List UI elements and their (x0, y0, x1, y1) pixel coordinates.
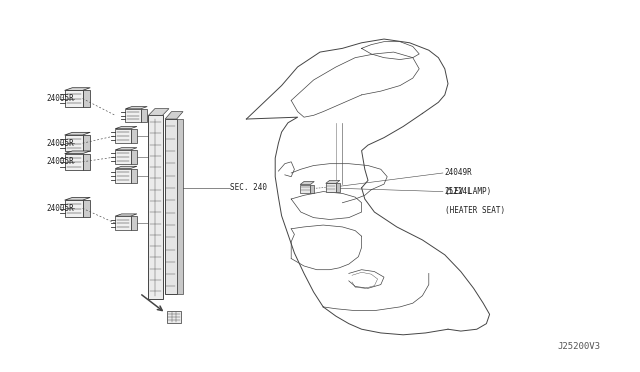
Polygon shape (65, 151, 90, 154)
Polygon shape (310, 185, 314, 193)
Polygon shape (125, 106, 147, 109)
Bar (167, 311, 181, 323)
Bar (115, 169, 131, 183)
Bar (65, 90, 83, 107)
Polygon shape (65, 132, 90, 135)
Polygon shape (65, 88, 90, 90)
Bar (326, 183, 336, 192)
Text: 24049R: 24049R (445, 169, 472, 177)
Polygon shape (148, 109, 169, 115)
Text: 24005R: 24005R (46, 204, 74, 213)
Text: (LEV LAMP): (LEV LAMP) (445, 187, 491, 196)
Polygon shape (131, 216, 137, 230)
Polygon shape (177, 119, 183, 294)
Text: 24005R: 24005R (46, 94, 74, 103)
Polygon shape (131, 150, 137, 164)
Polygon shape (131, 169, 137, 183)
Text: J25200V3: J25200V3 (557, 342, 601, 351)
Polygon shape (83, 135, 90, 151)
Text: 24005R: 24005R (46, 139, 74, 148)
Polygon shape (115, 166, 137, 169)
Polygon shape (83, 200, 90, 217)
Polygon shape (115, 214, 137, 216)
Bar (65, 200, 83, 217)
Bar (115, 216, 131, 230)
Text: 25224L: 25224L (445, 187, 472, 196)
Text: (HEATER SEAT): (HEATER SEAT) (445, 206, 505, 215)
Bar (300, 185, 310, 193)
Polygon shape (83, 154, 90, 170)
Polygon shape (165, 112, 183, 119)
Bar (65, 135, 83, 151)
Text: 24005R: 24005R (46, 157, 74, 166)
Text: SEC. 240: SEC. 240 (230, 183, 268, 192)
Polygon shape (336, 183, 340, 192)
Polygon shape (83, 90, 90, 107)
Bar (65, 154, 83, 170)
Polygon shape (115, 126, 137, 129)
Bar (165, 119, 177, 294)
Polygon shape (326, 180, 340, 183)
Polygon shape (141, 109, 147, 122)
Polygon shape (300, 182, 314, 185)
Bar (115, 150, 131, 164)
Polygon shape (131, 129, 137, 143)
Bar (148, 115, 163, 299)
Bar (115, 129, 131, 143)
Polygon shape (65, 198, 90, 200)
Polygon shape (115, 148, 137, 150)
Bar (125, 109, 141, 122)
